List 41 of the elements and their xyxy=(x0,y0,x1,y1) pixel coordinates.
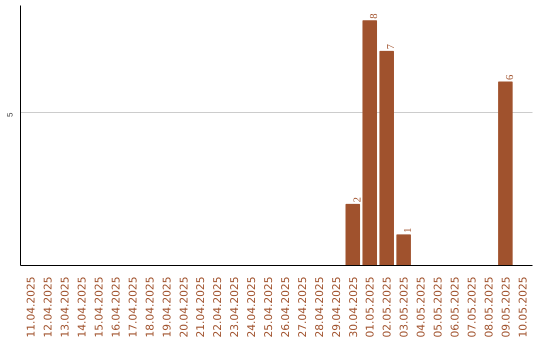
x-tick-label: 24.04.2025 xyxy=(245,276,258,338)
x-tick-label: 27.04.2025 xyxy=(296,276,309,338)
x-tick-label: 30.04.2025 xyxy=(346,276,360,338)
data-label: 2 xyxy=(352,196,364,202)
data-label: 7 xyxy=(386,43,398,50)
bar xyxy=(379,50,394,266)
x-tick-label: 28.04.2025 xyxy=(312,276,326,338)
bar xyxy=(498,81,513,266)
x-tick-label: 12.04.2025 xyxy=(42,276,55,338)
x-tick-label: 22.04.2025 xyxy=(211,276,224,338)
y-tick-label: 5 xyxy=(6,112,14,118)
x-tick-label: 07.05.2025 xyxy=(465,276,478,338)
x-tick-label: 08.05.2025 xyxy=(482,276,496,338)
x-tick-label: 16.04.2025 xyxy=(109,276,122,338)
bar xyxy=(396,234,411,266)
x-tick-label: 02.05.2025 xyxy=(380,276,394,338)
x-tick-label: 13.04.2025 xyxy=(58,276,72,338)
x-tick-label: 25.04.2025 xyxy=(262,276,276,338)
x-tick-label: 21.04.2025 xyxy=(194,276,208,338)
x-tick-label: 10.05.2025 xyxy=(516,276,530,338)
x-tick-label: 01.05.2025 xyxy=(364,276,377,338)
x-tick-label: 05.05.2025 xyxy=(432,276,445,338)
x-tick-label: 17.04.2025 xyxy=(126,276,140,338)
x-tick-label: 03.05.2025 xyxy=(398,276,411,338)
bar xyxy=(346,204,360,266)
x-tick-label: 18.04.2025 xyxy=(143,276,156,338)
x-tick-label: 26.04.2025 xyxy=(278,276,292,338)
x-tick-label: 06.05.2025 xyxy=(448,276,462,338)
data-label: 1 xyxy=(403,228,414,233)
data-label: 6 xyxy=(504,74,516,80)
x-tick-label: 19.04.2025 xyxy=(160,276,174,338)
x-tick-label: 29.04.2025 xyxy=(330,276,343,338)
x-tick-label: 04.05.2025 xyxy=(414,276,428,338)
x-tick-label: 09.05.2025 xyxy=(499,276,512,338)
x-tick-label: 11.04.2025 xyxy=(24,276,38,338)
x-tick-label: 23.04.2025 xyxy=(228,276,242,338)
data-label: 8 xyxy=(369,13,380,19)
x-tick-label: 15.04.2025 xyxy=(92,276,106,338)
x-tick-label: 20.04.2025 xyxy=(177,276,190,338)
bar xyxy=(362,20,378,266)
x-tick-label: 14.04.2025 xyxy=(76,276,89,338)
